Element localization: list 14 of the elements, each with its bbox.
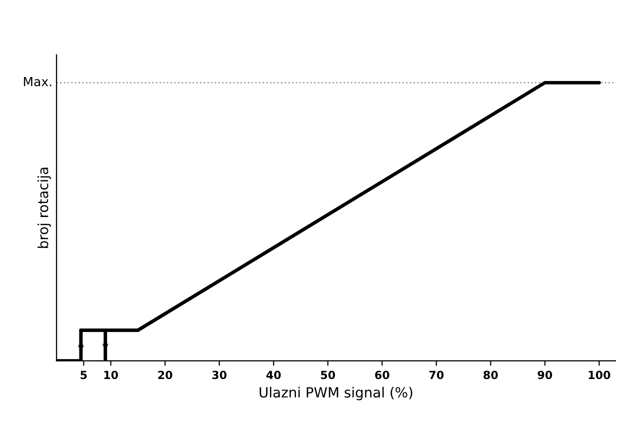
x-tick-label: 80 — [484, 370, 498, 380]
x-tick-label: 70 — [429, 370, 444, 380]
ref-line-label: Max. — [24, 77, 52, 86]
x-tick-label: 60 — [375, 370, 390, 380]
x-tick-label: 20 — [158, 370, 172, 380]
x-tick-label: 5 — [80, 370, 87, 380]
x-tick-label: 10 — [104, 370, 118, 380]
x-tick-label: 30 — [212, 370, 227, 380]
x-tick-label: 90 — [538, 370, 552, 380]
x-tick-label: 50 — [320, 370, 336, 380]
x-tick-label: 100 — [588, 370, 610, 380]
x-tick-label: 40 — [266, 370, 281, 380]
y-axis-title: broj rotacija — [38, 168, 51, 248]
x-axis-title: Ulazni PWM signal (%) — [260, 386, 412, 400]
